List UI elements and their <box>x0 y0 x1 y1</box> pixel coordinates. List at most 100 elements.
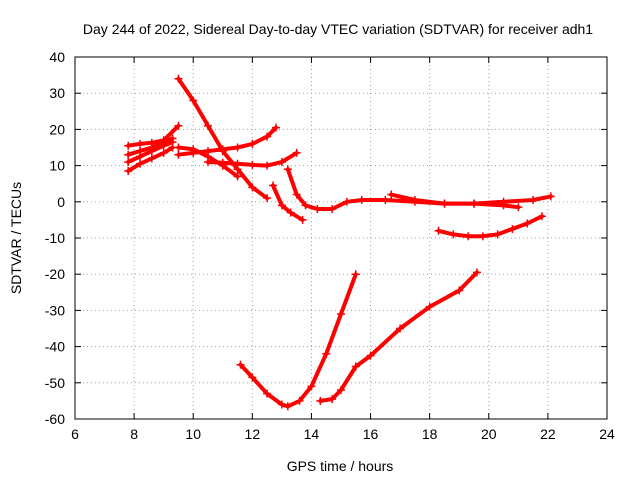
data-point <box>523 219 532 228</box>
x-tick-label: 22 <box>540 426 556 442</box>
series-arc-5 <box>174 74 272 203</box>
data-point <box>204 157 212 166</box>
x-tick-label: 6 <box>71 426 79 442</box>
data-point <box>233 172 242 181</box>
data-point <box>277 400 286 409</box>
data-point <box>189 148 198 157</box>
data-point <box>508 224 517 233</box>
data-point <box>455 286 464 295</box>
y-tick-label: -50 <box>45 375 65 391</box>
series-line <box>271 183 305 222</box>
data-point <box>136 152 145 161</box>
data-point <box>351 362 360 371</box>
series-line <box>318 270 479 403</box>
data-point <box>174 74 183 83</box>
data-point <box>248 373 257 382</box>
data-point <box>136 159 145 168</box>
data-point <box>328 205 337 214</box>
data-point <box>147 154 156 163</box>
y-axis-label: SDTVAR / TECUs <box>8 182 24 294</box>
data-point <box>472 268 481 277</box>
data-point <box>387 190 396 199</box>
data-point <box>248 160 257 169</box>
data-point <box>342 197 351 206</box>
data-point <box>283 165 292 174</box>
data-point <box>248 183 257 192</box>
data-point <box>410 195 419 204</box>
data-point <box>301 201 310 210</box>
data-point <box>514 203 523 212</box>
data-point <box>204 147 212 156</box>
data-point <box>298 215 307 224</box>
data-point <box>269 181 278 190</box>
data-point <box>136 139 145 148</box>
data-point <box>124 167 133 176</box>
series-arc-9 <box>269 181 307 224</box>
series-line <box>176 76 270 201</box>
x-tick-label: 10 <box>185 426 201 442</box>
data-point <box>292 148 301 157</box>
data-point <box>263 132 272 141</box>
series-arc-7 <box>174 123 280 159</box>
data-point <box>248 139 257 148</box>
data-point <box>204 121 212 130</box>
data-point <box>292 190 301 199</box>
series-arc-12 <box>434 212 546 241</box>
data-point <box>124 157 133 166</box>
x-tick-label: 12 <box>245 426 261 442</box>
x-tick-label: 24 <box>599 426 615 442</box>
y-tick-label: 20 <box>49 121 65 137</box>
data-point <box>366 351 375 360</box>
y-tick-label: -30 <box>45 302 65 318</box>
data-point <box>147 147 156 156</box>
y-tick-label: -40 <box>45 339 65 355</box>
data-point <box>159 148 168 157</box>
x-tick-label: 14 <box>304 426 320 442</box>
y-tick-label: 10 <box>49 158 65 174</box>
data-point <box>263 389 272 398</box>
y-tick-label: -60 <box>45 411 65 427</box>
data-point <box>464 232 473 241</box>
data-point <box>189 96 198 105</box>
data-point <box>295 396 304 405</box>
series-arc-8 <box>204 148 301 170</box>
data-point <box>351 270 360 279</box>
data-point <box>478 232 487 241</box>
series-arc-1 <box>124 121 183 150</box>
grid <box>75 57 607 419</box>
data-point <box>277 201 286 210</box>
data-point <box>263 194 272 203</box>
data-point <box>470 199 478 208</box>
data-point <box>337 310 345 319</box>
data-point <box>286 208 295 217</box>
data-point <box>236 360 245 369</box>
series-arc-14 <box>316 268 481 405</box>
data-point <box>263 161 272 170</box>
data-point <box>316 396 325 405</box>
y-tick-label: -10 <box>45 230 65 246</box>
data-point <box>159 141 168 150</box>
plot-series <box>124 74 555 411</box>
data-point <box>322 349 331 358</box>
data-point <box>396 324 405 333</box>
series-line <box>238 272 358 409</box>
data-point <box>277 157 286 166</box>
y-tick-label: 30 <box>49 85 65 101</box>
data-point <box>283 402 292 411</box>
x-tick-label: 20 <box>481 426 497 442</box>
data-point <box>546 192 555 201</box>
data-point <box>174 150 183 159</box>
data-point <box>529 195 538 204</box>
data-point <box>124 141 133 150</box>
series-arc-13 <box>236 270 360 411</box>
y-tick-label: -20 <box>45 266 65 282</box>
data-point <box>174 143 183 152</box>
series-arc-4 <box>124 143 177 176</box>
data-point <box>425 302 434 311</box>
data-point <box>174 121 183 130</box>
data-point <box>218 145 227 154</box>
data-point <box>493 230 502 239</box>
x-axis-label: GPS time / hours <box>287 458 394 474</box>
series-arc-11 <box>387 190 523 212</box>
